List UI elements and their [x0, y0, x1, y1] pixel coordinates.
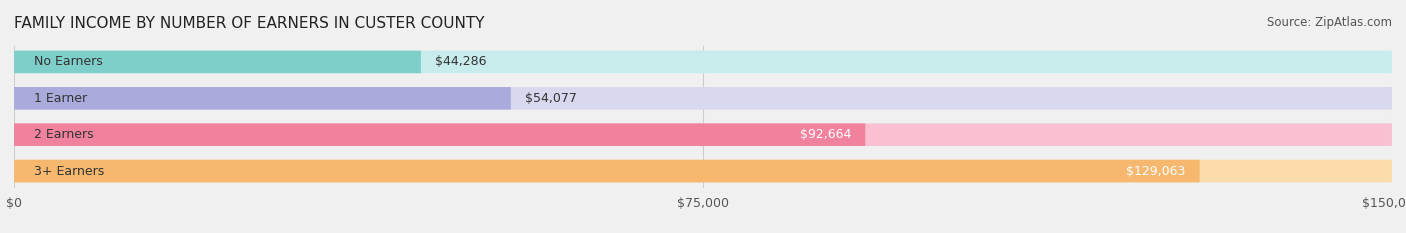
FancyBboxPatch shape	[14, 51, 1392, 73]
Text: 2 Earners: 2 Earners	[34, 128, 94, 141]
Text: $54,077: $54,077	[524, 92, 576, 105]
FancyBboxPatch shape	[14, 87, 1392, 110]
Text: $44,286: $44,286	[434, 55, 486, 69]
Text: $92,664: $92,664	[800, 128, 852, 141]
Text: 3+ Earners: 3+ Earners	[34, 164, 104, 178]
Text: $129,063: $129,063	[1126, 164, 1185, 178]
FancyBboxPatch shape	[14, 51, 420, 73]
FancyBboxPatch shape	[14, 123, 1392, 146]
Text: No Earners: No Earners	[34, 55, 103, 69]
FancyBboxPatch shape	[14, 87, 510, 110]
Text: Source: ZipAtlas.com: Source: ZipAtlas.com	[1267, 16, 1392, 29]
FancyBboxPatch shape	[14, 160, 1199, 182]
FancyBboxPatch shape	[14, 160, 1392, 182]
Text: 1 Earner: 1 Earner	[34, 92, 87, 105]
FancyBboxPatch shape	[14, 123, 865, 146]
Text: FAMILY INCOME BY NUMBER OF EARNERS IN CUSTER COUNTY: FAMILY INCOME BY NUMBER OF EARNERS IN CU…	[14, 16, 485, 31]
